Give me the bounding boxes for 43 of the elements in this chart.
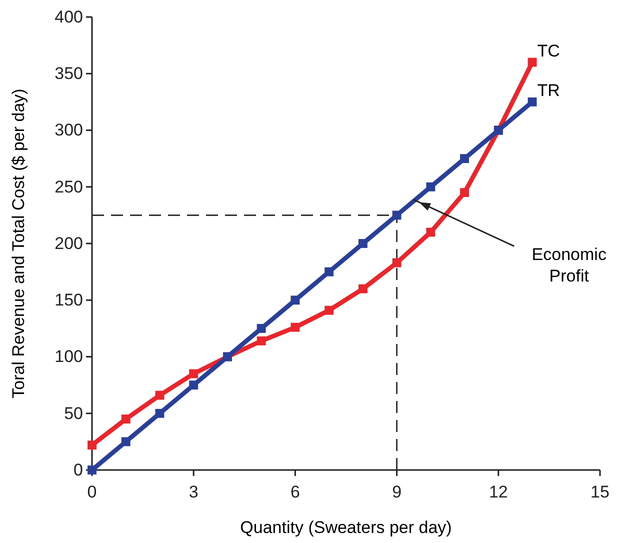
point bbox=[256, 336, 266, 346]
point bbox=[324, 306, 334, 315]
y-tick-label: 50 bbox=[64, 404, 83, 423]
point bbox=[358, 284, 368, 294]
point bbox=[460, 154, 470, 164]
x-tick-label: 9 bbox=[392, 482, 402, 502]
point bbox=[426, 182, 436, 192]
point bbox=[155, 408, 164, 418]
x-tick-label: 12 bbox=[488, 482, 508, 502]
y-tick-label: 150 bbox=[54, 290, 83, 310]
annotation: Economic Profit bbox=[532, 245, 607, 286]
series-label: TR bbox=[537, 80, 560, 100]
point bbox=[189, 380, 198, 390]
x-tick-label: 3 bbox=[188, 482, 198, 502]
point bbox=[121, 414, 130, 424]
x-axis-title: Quantity (Sweaters per day) bbox=[240, 518, 452, 537]
y-tick-label: 300 bbox=[54, 120, 83, 140]
point bbox=[392, 210, 402, 220]
point bbox=[290, 296, 300, 305]
point bbox=[426, 228, 436, 237]
point bbox=[290, 322, 300, 332]
point bbox=[88, 440, 96, 450]
point bbox=[528, 97, 537, 106]
y-tick-label: 100 bbox=[54, 347, 83, 366]
point bbox=[528, 58, 537, 67]
point bbox=[358, 239, 368, 248]
point bbox=[155, 390, 164, 400]
y-tick-label: 250 bbox=[54, 177, 83, 196]
x-tick-label: 0 bbox=[87, 482, 97, 502]
point bbox=[392, 258, 402, 268]
series-label: TC bbox=[537, 41, 560, 60]
y-axis-title: Toral Revenue and Total Cost ($ per day) bbox=[9, 88, 28, 398]
point bbox=[324, 267, 334, 276]
y-tick-label: 350 bbox=[54, 64, 83, 84]
point bbox=[121, 437, 130, 446]
x-tick-label: 6 bbox=[290, 482, 300, 502]
y-tick-label: 0 bbox=[74, 460, 83, 480]
x-tick-label: 15 bbox=[590, 482, 610, 502]
point bbox=[189, 369, 198, 378]
y-tick-label: 200 bbox=[54, 234, 83, 253]
point bbox=[256, 324, 266, 333]
y-tick-label: 400 bbox=[54, 7, 83, 26]
point bbox=[460, 188, 470, 198]
